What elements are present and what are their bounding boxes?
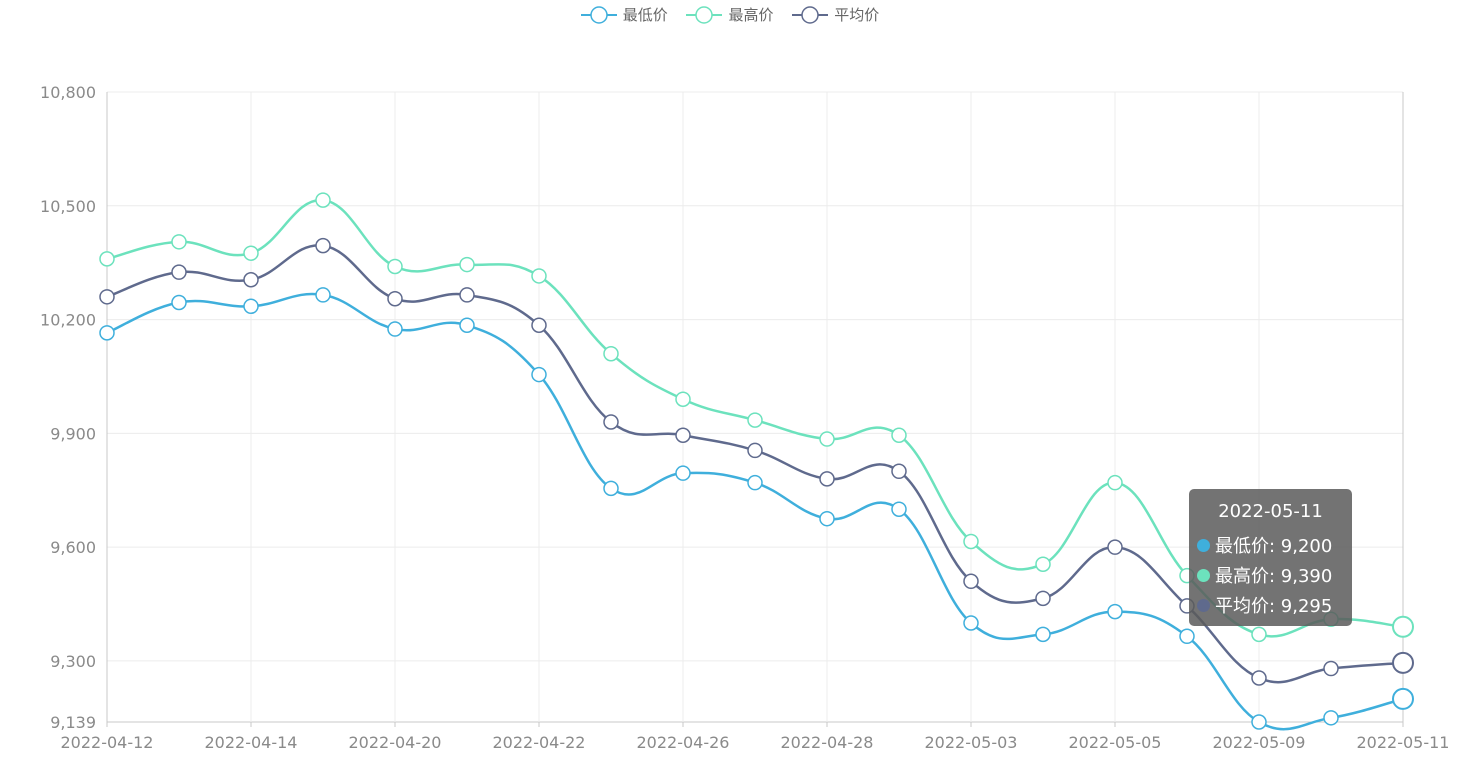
data-point: [747, 442, 763, 459]
data-point: [675, 465, 691, 481]
data-point: [459, 256, 475, 273]
data-point: [1035, 626, 1051, 643]
data-point: [603, 480, 619, 497]
tooltip-row-avg: 平均价: 9,295: [1197, 590, 1352, 620]
data-point: [603, 414, 619, 430]
data-point: [315, 287, 331, 303]
x-tick-label: 2022-04-26: [637, 733, 730, 752]
data-point: [1392, 687, 1414, 710]
data-point: [243, 271, 259, 288]
data-point: [891, 427, 907, 444]
tooltip-label-max: 最高价: 9,390: [1215, 566, 1333, 587]
data-point: [1107, 474, 1123, 491]
data-point: [963, 573, 979, 590]
y-tick-label: 10,200: [40, 311, 96, 330]
data-point: [243, 245, 259, 261]
data-point: [171, 294, 187, 311]
tooltip-title: 2022-05-11: [1218, 501, 1323, 522]
y-tick-label: 10,500: [40, 197, 96, 216]
data-point: [1392, 615, 1414, 638]
data-point: [531, 268, 547, 284]
x-tick-label: 2022-04-22: [493, 733, 586, 752]
data-point: [531, 317, 547, 334]
data-point: [1323, 710, 1339, 726]
data-point: [747, 412, 763, 428]
x-tick-label: 2022-04-14: [205, 733, 298, 752]
data-point: [99, 325, 115, 341]
legend-marker-min-price: [580, 5, 617, 24]
data-point: [819, 471, 835, 487]
legend-item-min-price[interactable]: 最低价: [580, 4, 668, 25]
legend-label-max-price: 最高价: [728, 6, 774, 24]
legend-label-avg-price: 平均价: [834, 6, 880, 24]
data-point: [1251, 714, 1267, 730]
data-point: [675, 391, 691, 407]
x-tick-label: 2022-04-12: [61, 733, 154, 752]
data-point: [1035, 590, 1051, 607]
data-point: [171, 264, 187, 280]
data-point: [963, 533, 979, 550]
data-point: [603, 345, 619, 362]
data-point: [747, 474, 763, 491]
data-point: [171, 234, 187, 250]
y-tick-label: 10,800: [40, 83, 96, 102]
y-tick-label: 9,300: [50, 652, 96, 671]
tooltip-label-min: 最低价: 9,200: [1215, 536, 1333, 557]
x-tick-label: 2022-05-03: [925, 733, 1018, 752]
data-point: [1392, 651, 1414, 674]
y-tick-label: 9,139: [50, 713, 96, 732]
legend-item-avg-price[interactable]: 平均价: [792, 4, 879, 25]
data-point: [819, 510, 835, 527]
legend-label-min-price: 最低价: [622, 6, 668, 24]
data-point: [387, 290, 403, 307]
data-point: [315, 192, 331, 208]
tooltip-row-max: 最高价: 9,390: [1197, 560, 1352, 590]
data-point: [315, 237, 331, 254]
data-point: [891, 501, 907, 517]
data-point: [459, 317, 475, 334]
data-point: [1251, 626, 1267, 643]
tooltip-row-min: 最低价: 9,200: [1197, 530, 1352, 560]
data-point: [1179, 628, 1195, 645]
data-point: [387, 321, 403, 337]
data-point: [243, 298, 259, 315]
data-point: [819, 431, 835, 447]
tooltip-dot-max: [1197, 568, 1210, 582]
legend: 最低价 最高价 平均价: [0, 4, 1460, 29]
data-point: [1035, 556, 1051, 572]
tooltip-dot-min: [1197, 538, 1210, 552]
legend-marker-max-price: [686, 5, 723, 24]
x-tick-label: 2022-05-09: [1213, 733, 1306, 752]
y-tick-label: 9,600: [50, 538, 96, 557]
data-point: [891, 463, 907, 480]
data-point: [531, 366, 547, 383]
tooltip-dot-avg: [1197, 598, 1210, 612]
tooltip-label-avg: 平均价: 9,295: [1215, 596, 1333, 617]
y-tick-label: 9,900: [50, 424, 96, 443]
data-point: [963, 615, 979, 631]
data-point: [459, 287, 475, 303]
tooltip: 2022-05-11 最低价: 9,200 最高价: 9,390 平均价: 9,…: [1189, 489, 1352, 626]
data-point: [675, 427, 691, 444]
legend-item-max-price[interactable]: 最高价: [686, 4, 774, 25]
x-tick-label: 2022-04-20: [349, 733, 442, 752]
data-point: [99, 289, 115, 305]
x-tick-label: 2022-05-11: [1357, 733, 1450, 752]
x-tick-label: 2022-04-28: [781, 733, 874, 752]
legend-marker-avg-price: [792, 5, 829, 24]
data-point: [1251, 670, 1267, 686]
data-point: [1107, 539, 1123, 555]
x-tick-label: 2022-05-05: [1069, 733, 1162, 752]
data-point: [387, 258, 403, 275]
data-point: [1323, 660, 1339, 677]
data-point: [99, 251, 115, 267]
data-point: [1107, 603, 1123, 620]
